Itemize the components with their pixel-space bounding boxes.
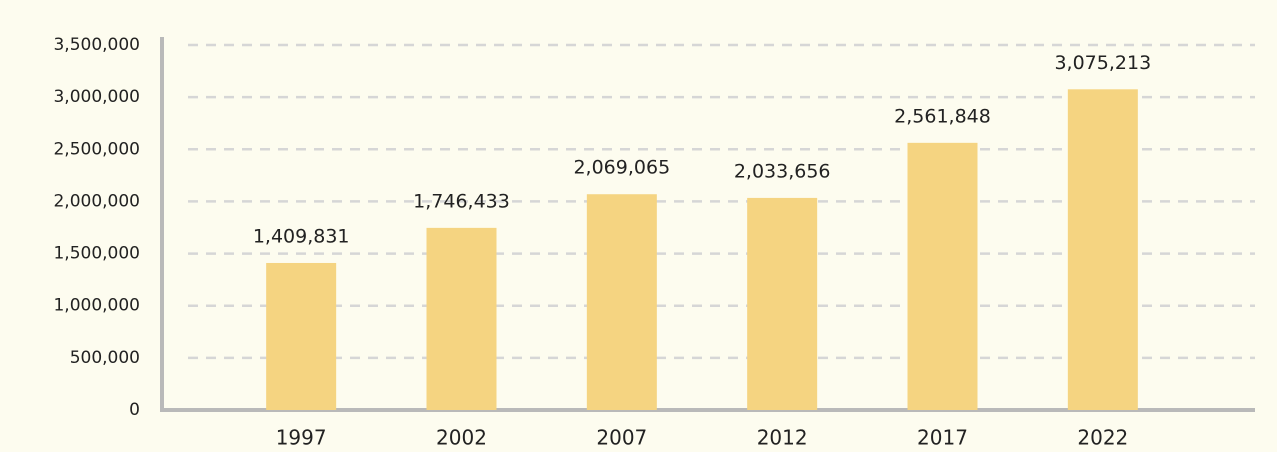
y-tick-label: 1,000,000 xyxy=(53,296,140,316)
value-label: 2,033,656 xyxy=(734,160,831,182)
bar xyxy=(266,262,337,410)
bar xyxy=(586,194,657,410)
y-tick-label: 1,500,000 xyxy=(53,244,140,264)
y-tick-label: 2,000,000 xyxy=(53,191,140,211)
x-tick-label: 2002 xyxy=(436,426,487,450)
bar xyxy=(907,142,978,410)
y-tick-label: 3,500,000 xyxy=(53,35,140,55)
bar xyxy=(1067,89,1138,410)
x-tick-label: 2007 xyxy=(596,426,647,450)
y-tick-label: 0 xyxy=(129,400,140,420)
value-label: 1,746,433 xyxy=(413,190,510,212)
x-tick-label: 1997 xyxy=(276,426,327,450)
y-tick-label: 3,000,000 xyxy=(53,87,140,107)
y-tick-label: 2,500,000 xyxy=(53,139,140,159)
value-label: 3,075,213 xyxy=(1054,52,1151,74)
y-tick-label: 500,000 xyxy=(70,348,140,368)
value-label: 2,561,848 xyxy=(894,105,991,127)
x-tick-label: 2012 xyxy=(757,426,808,450)
value-label: 2,069,065 xyxy=(573,157,670,179)
bar xyxy=(747,197,818,410)
value-label: 1,409,831 xyxy=(253,225,350,247)
bar xyxy=(426,227,497,410)
x-tick-label: 2022 xyxy=(1077,426,1128,450)
x-tick-label: 2017 xyxy=(917,426,968,450)
